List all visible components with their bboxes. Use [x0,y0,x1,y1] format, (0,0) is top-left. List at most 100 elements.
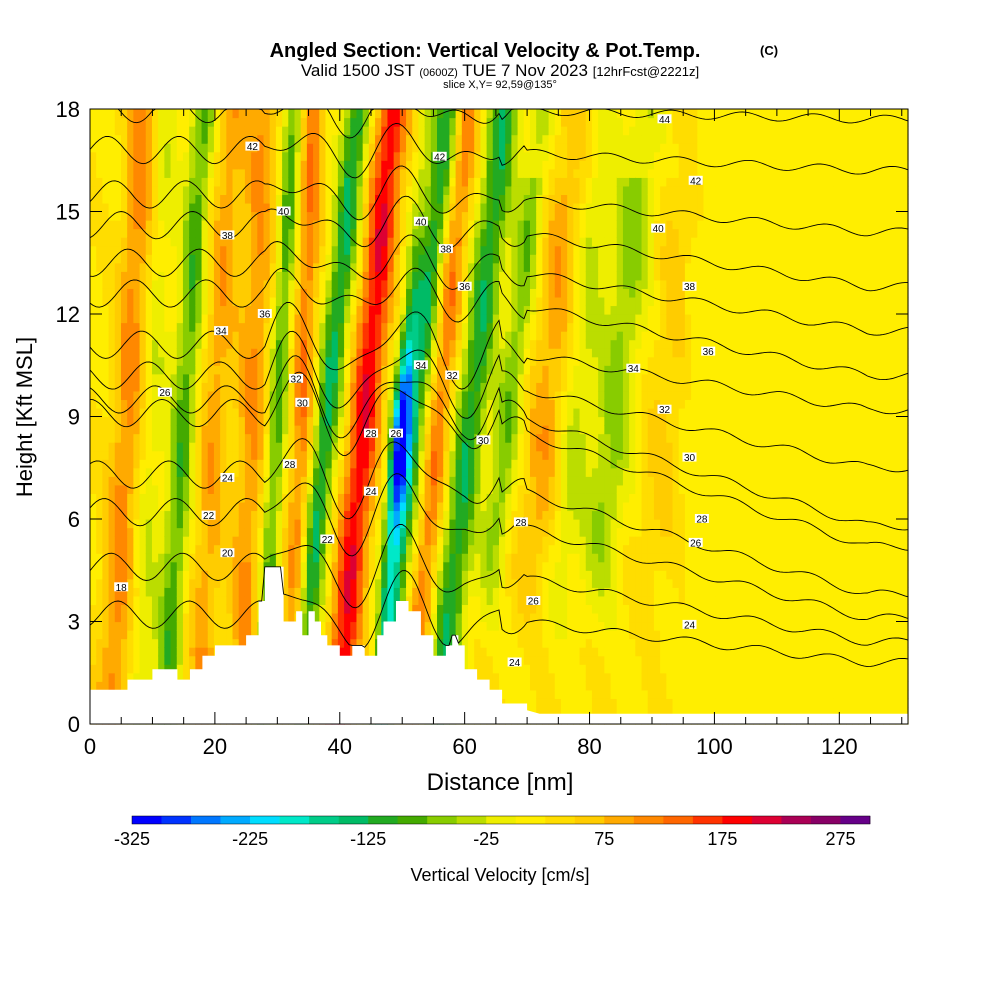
velocity-cell [350,570,358,580]
velocity-cell [325,339,333,349]
velocity-cell [337,237,345,247]
velocity-cell [337,442,345,452]
velocity-cell [145,527,153,537]
velocity-cell [207,271,215,281]
velocity-cell [114,271,122,281]
velocity-cell [517,647,525,657]
velocity-cell [325,425,333,435]
velocity-cell [399,365,407,375]
velocity-cell [213,416,221,426]
velocity-cell [220,433,227,443]
velocity-cell [455,493,463,503]
velocity-cell [176,621,184,631]
velocity-cell [393,459,401,469]
velocity-cell [282,365,289,375]
velocity-cell [375,279,382,289]
velocity-cell [226,570,234,580]
velocity-cell [102,245,110,255]
velocity-cell [319,331,327,341]
velocity-cell [375,143,382,153]
velocity-cell [381,211,389,221]
velocity-cell [468,134,475,144]
velocity-cell [238,450,246,460]
velocity-cell [325,484,333,494]
velocity-cell [120,425,128,435]
velocity-cell [170,425,178,435]
velocity-cell [492,143,500,153]
velocity-cell [393,331,401,341]
velocity-cell [362,194,370,204]
velocity-cell [486,672,494,682]
velocity-cell [306,382,314,392]
velocity-cell [306,425,314,435]
velocity-cell [486,544,494,554]
velocity-cell [331,484,339,494]
velocity-cell [282,467,289,477]
velocity-cell [492,476,500,486]
velocity-cell [288,143,296,153]
velocity-cell [499,202,506,213]
velocity-cell [120,331,128,341]
velocity-cell [182,399,190,409]
velocity-cell [375,604,382,614]
velocity-cell [176,501,184,512]
velocity-cell [226,305,234,315]
velocity-cell [511,681,519,691]
velocity-cell [331,612,339,623]
velocity-cell [325,134,333,144]
velocity-cell [492,288,500,298]
velocity-cell [207,194,215,204]
velocity-cell [300,288,308,298]
velocity-cell [461,373,469,383]
velocity-cell [96,228,103,238]
velocity-cell [486,459,494,469]
velocity-cell [275,331,283,341]
velocity-cell [362,305,370,315]
velocity-cell [102,672,110,682]
velocity-cell [195,561,203,571]
subtitle-valid: Valid 1500 JST [301,61,415,80]
velocity-cell [461,664,469,674]
velocity-cell [195,339,203,349]
velocity-cell [337,185,345,196]
velocity-cell [251,544,258,554]
velocity-cell [387,467,395,477]
velocity-cell [90,254,97,264]
velocity-cell [418,177,426,187]
velocity-cell [182,356,190,366]
velocity-cell [406,109,413,119]
velocity-cell [300,382,308,392]
velocity-cell [133,390,141,401]
velocity-cell [158,356,165,366]
velocity-cell [151,536,159,546]
velocity-cell [350,604,358,614]
velocity-cell [387,459,395,469]
velocity-cell [375,296,382,307]
velocity-cell [356,373,364,383]
velocity-cell [145,621,153,631]
velocity-cell [406,604,413,614]
velocity-cell [102,194,110,204]
velocity-cell [263,262,271,272]
velocity-cell [213,168,221,178]
velocity-cell [294,561,302,571]
velocity-cell [102,570,110,580]
velocity-cell [96,151,103,161]
velocity-cell [399,339,407,349]
velocity-cell [387,476,395,486]
velocity-cell [511,271,519,281]
velocity-cell [201,561,209,571]
velocity-cell [201,621,209,631]
velocity-cell [151,305,159,315]
velocity-cell [108,288,116,298]
velocity-cell [424,382,432,392]
velocity-cell [375,262,382,272]
velocity-cell [269,151,277,161]
velocity-cell [393,185,401,196]
velocity-cell [288,536,296,546]
velocity-cell [356,536,364,546]
velocity-cell [344,194,351,204]
velocity-cell [189,655,196,665]
velocity-cell [480,296,488,307]
velocity-cell [257,237,265,247]
